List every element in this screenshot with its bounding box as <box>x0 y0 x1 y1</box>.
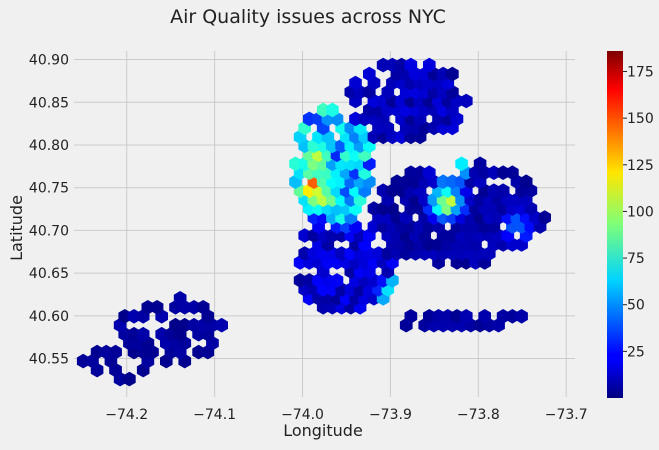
y-tick-label: 40.55 <box>29 352 69 368</box>
hex-bin <box>326 102 339 118</box>
hex-bin <box>109 344 122 360</box>
hex-bin <box>496 183 510 198</box>
colorbar-tick-label: 25 <box>627 344 645 360</box>
hexbin-cells <box>76 57 551 387</box>
colorbar <box>607 51 623 398</box>
hex-bin <box>363 66 376 82</box>
hex-bin <box>473 156 487 172</box>
y-tick-label: 40.85 <box>29 95 69 111</box>
hex-bin <box>538 210 551 225</box>
y-tick-label: 40.90 <box>29 53 69 69</box>
y-tick-label: 40.65 <box>29 266 69 282</box>
hex-bin <box>459 309 473 324</box>
colorbar-tick-label: 75 <box>627 251 645 267</box>
hex-bin <box>349 75 362 91</box>
colorbar-tick-label: 125 <box>627 158 654 174</box>
hex-bin <box>136 326 150 342</box>
hex-bin <box>515 309 528 324</box>
colorbar-tick-label: 100 <box>627 204 654 220</box>
y-axis-label: Latitude <box>7 195 26 261</box>
x-tick-label: −73.8 <box>457 407 500 423</box>
y-tick-label: 40.70 <box>29 223 69 239</box>
y-tick-label: 40.75 <box>29 181 69 197</box>
x-tick-label: −73.9 <box>369 407 412 423</box>
hex-bin <box>123 371 136 387</box>
hex-bin <box>150 300 164 315</box>
hex-bin <box>215 317 228 333</box>
y-tick-label: 40.80 <box>29 138 69 154</box>
hex-bin <box>455 156 468 172</box>
colorbar-tick-label: 50 <box>627 298 645 314</box>
hex-bin <box>506 165 519 180</box>
colorbar-tick-label: 150 <box>627 111 654 127</box>
hex-bin <box>446 66 459 82</box>
x-tick-label: −74.0 <box>281 407 324 423</box>
colorbar-ticks: 25 50 75 100 125 150 175 <box>623 65 654 360</box>
x-tick-label: −74.1 <box>193 407 236 423</box>
x-tick-label: −74.2 <box>105 407 148 423</box>
hex-bin <box>478 309 491 324</box>
hex-bin <box>423 165 436 180</box>
hex-bin <box>330 273 344 288</box>
y-tick-label: 40.60 <box>29 309 69 325</box>
hex-bin <box>173 291 187 306</box>
hex-bin <box>423 57 436 73</box>
y-axis-ticks: 40.55 40.60 40.65 40.70 40.75 40.80 40.85 40.90 <box>29 53 69 368</box>
chart-title: Air Quality issues across NYC <box>170 6 446 28</box>
hex-bin <box>404 57 418 73</box>
hex-bin <box>404 309 418 324</box>
hex-bin <box>519 174 533 189</box>
x-axis-ticks: −74.2 −74.1 −74.0 −73.9 −73.8 −73.7 <box>105 407 587 423</box>
x-tick-label: −73.7 <box>545 407 588 423</box>
colorbar-tick-label: 175 <box>627 65 654 81</box>
hex-bin <box>196 300 210 315</box>
x-axis-label: Longitude <box>283 421 363 440</box>
hex-bin <box>459 93 473 109</box>
